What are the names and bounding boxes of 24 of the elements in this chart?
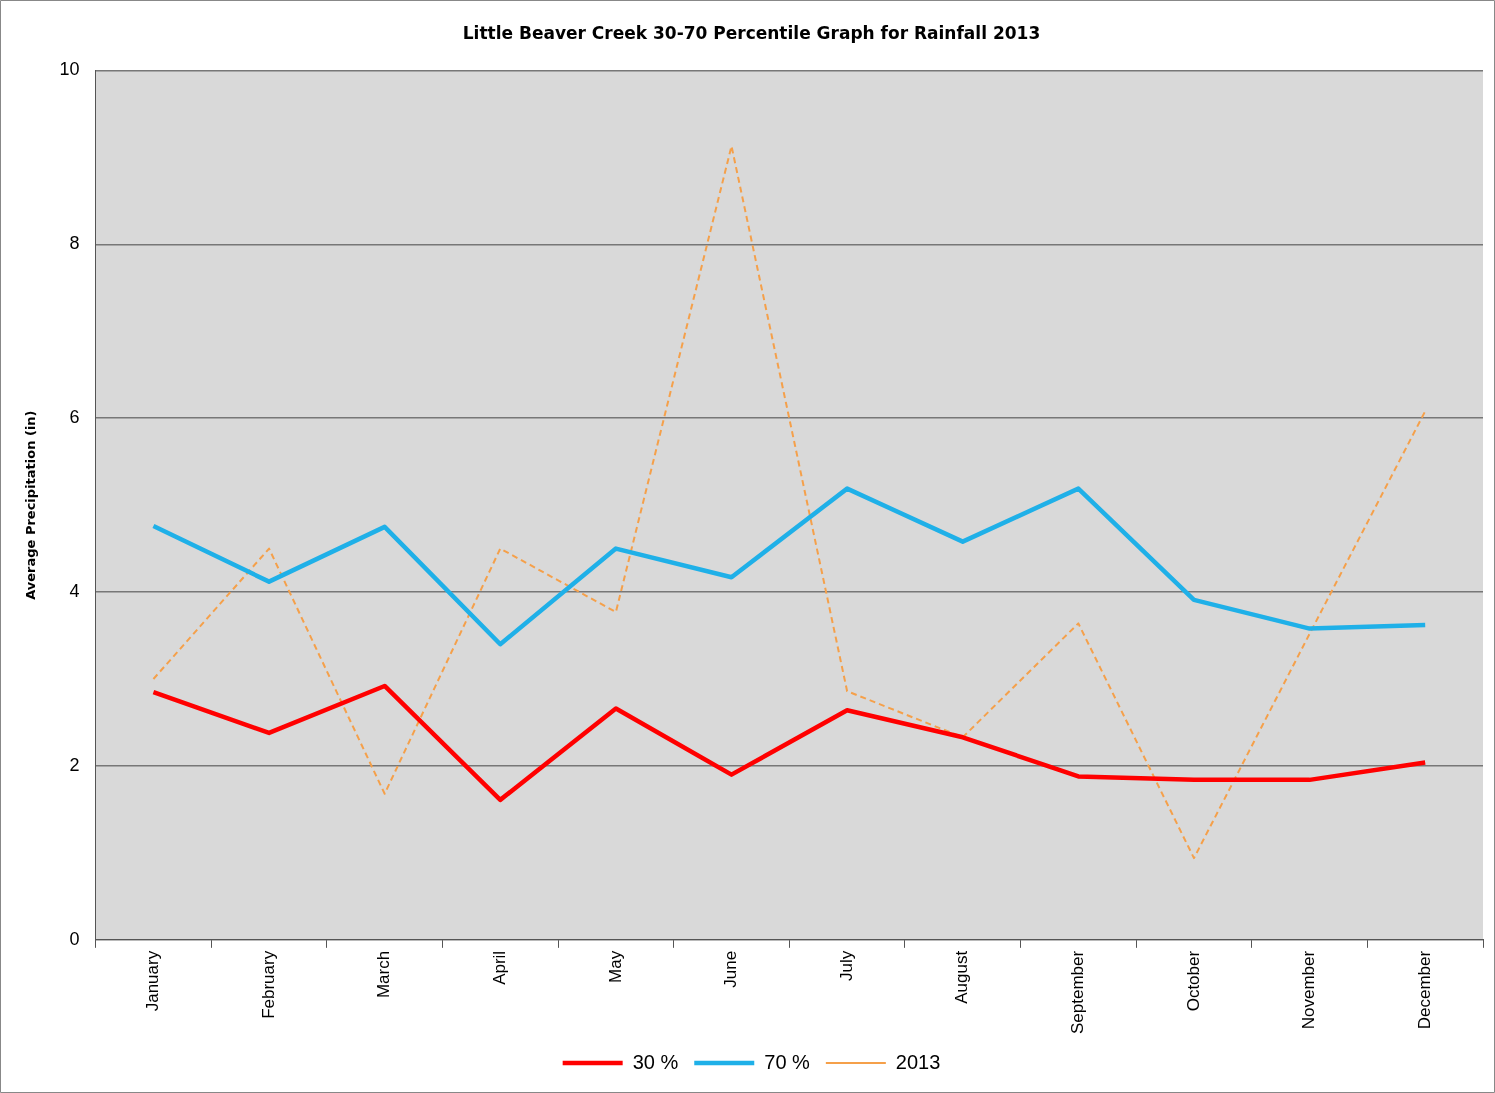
y-tick-label: 8 <box>69 233 80 254</box>
legend-label: 2013 <box>895 1050 941 1073</box>
y-axis-title: Average Precipitation (in) <box>23 410 39 600</box>
y-tick-label: 6 <box>69 407 80 428</box>
x-tick-label: May <box>605 950 625 983</box>
y-tick-label: 0 <box>69 928 80 949</box>
legend-label: 30 % <box>632 1050 679 1073</box>
legend-label: 70 % <box>764 1050 811 1073</box>
y-tick-label: 2 <box>69 754 80 775</box>
x-tick-label: September <box>1068 950 1088 1035</box>
chart-title: Little Beaver Creek 30-70 Percentile Graph for Rainfall 2013 <box>462 22 1041 43</box>
x-tick-label: October <box>1183 950 1203 1012</box>
x-tick-label: January <box>143 950 163 1012</box>
x-tick-label: June <box>721 950 741 988</box>
y-tick-label: 10 <box>59 59 80 80</box>
x-tick-label: August <box>952 950 972 1004</box>
x-tick-label: December <box>1414 950 1434 1030</box>
x-tick-label: November <box>1299 950 1319 1030</box>
x-tick-label: February <box>258 950 278 1019</box>
x-tick-label: April <box>489 950 509 985</box>
line-series <box>152 145 1427 860</box>
x-tick-label: July <box>836 950 856 982</box>
x-tick-label: March <box>374 950 394 999</box>
y-tick-label: 4 <box>69 581 80 602</box>
